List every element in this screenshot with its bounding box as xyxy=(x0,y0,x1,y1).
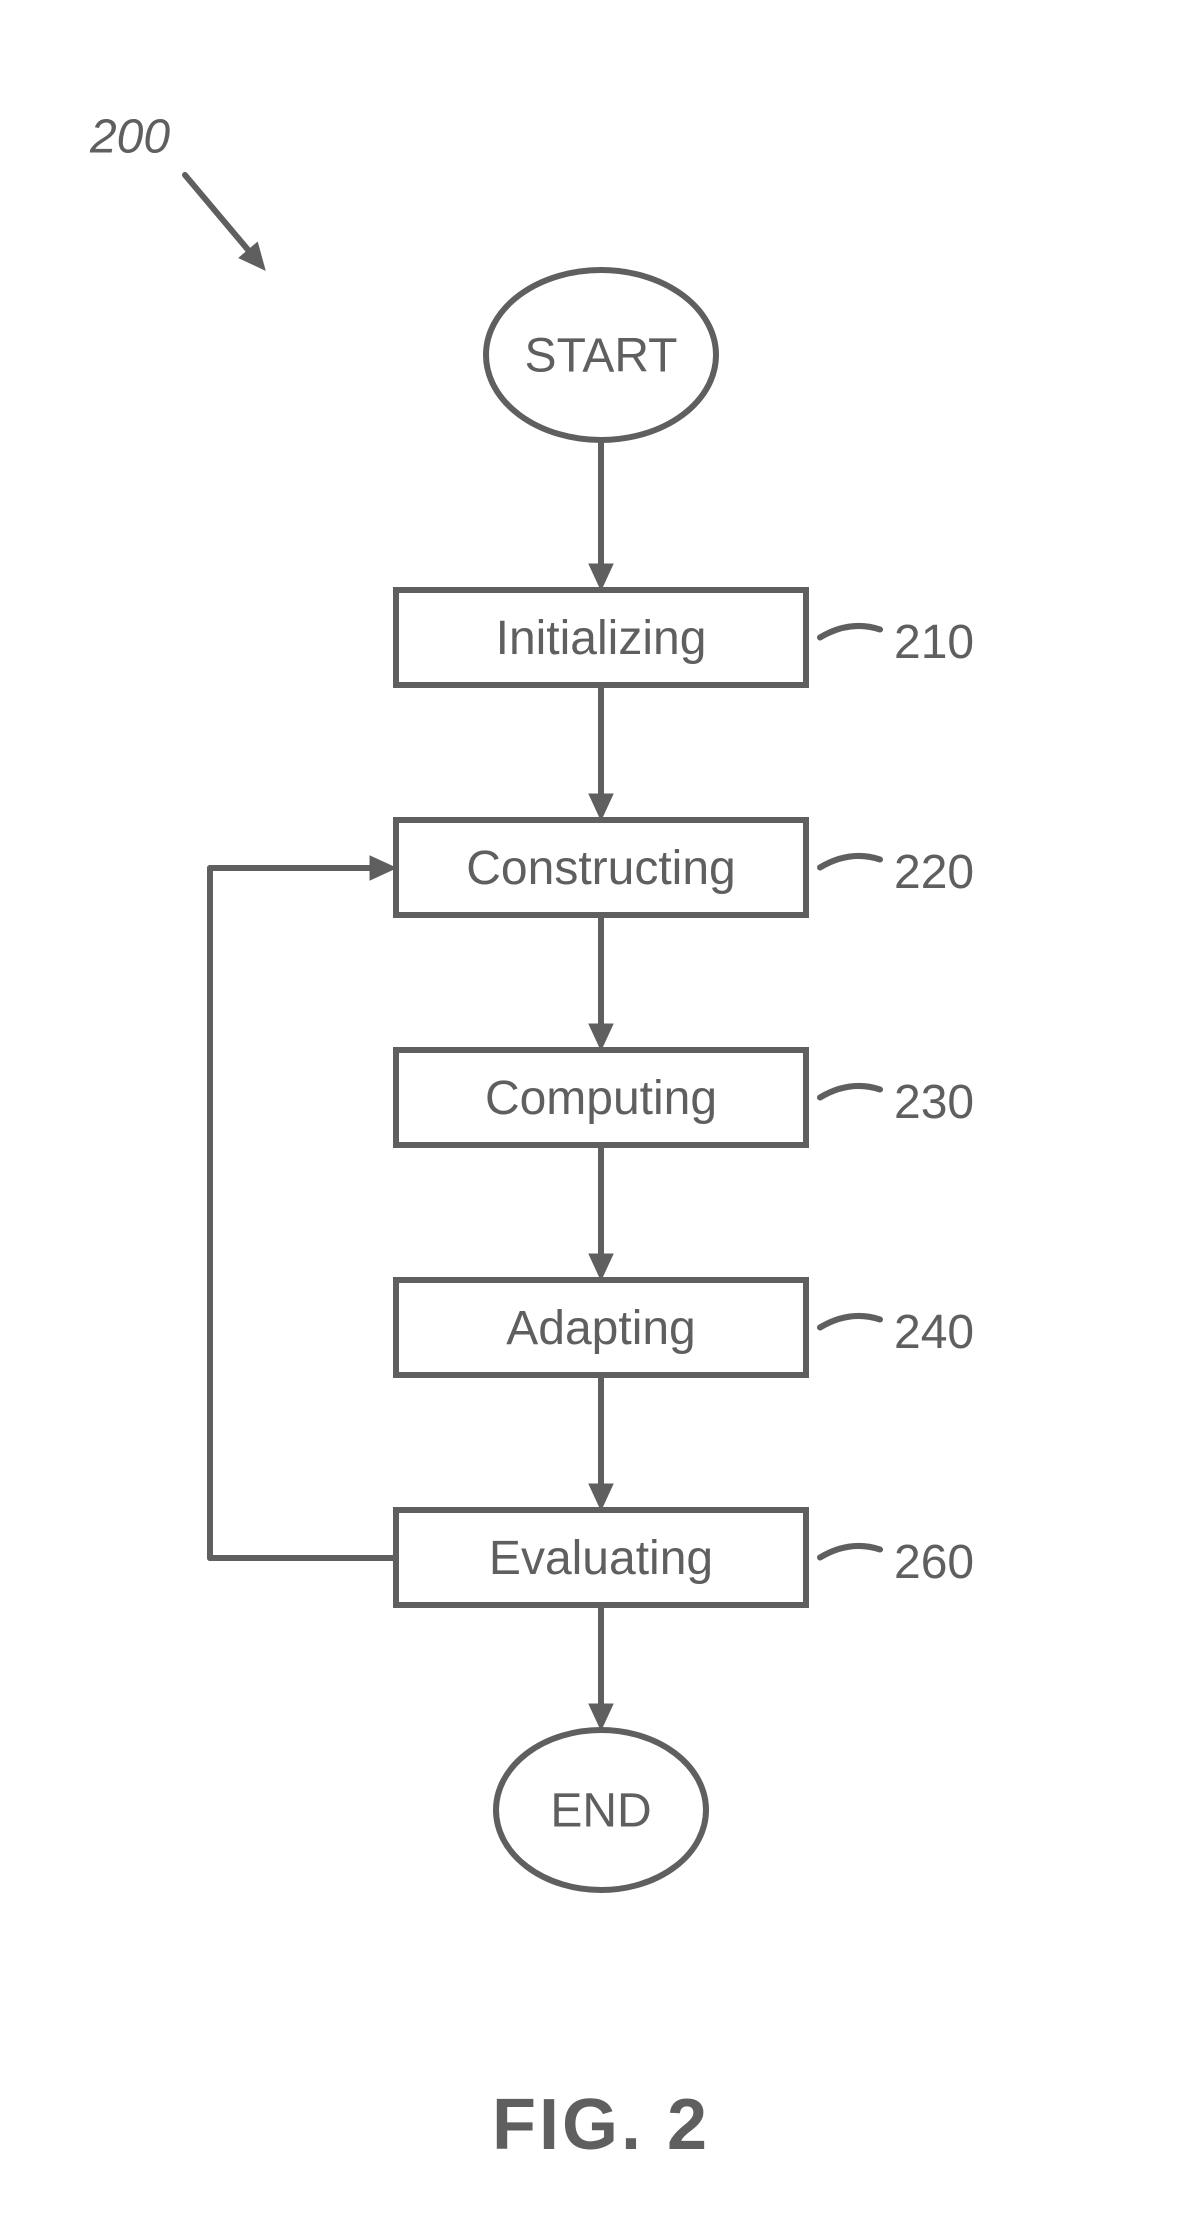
step-computing-label: Computing xyxy=(485,1072,717,1125)
step-constructing-ref-leader xyxy=(820,856,880,868)
step-evaluating-ref: 260 xyxy=(894,1536,974,1589)
end-label: END xyxy=(550,1785,651,1838)
step-adapting-ref: 240 xyxy=(894,1306,974,1359)
arrow-head xyxy=(589,564,613,590)
step-adapting-ref-leader xyxy=(820,1316,880,1328)
arrow-head xyxy=(589,1484,613,1510)
step-computing-ref-leader xyxy=(820,1086,880,1098)
step-initializing-ref: 210 xyxy=(894,616,974,669)
arrow-head xyxy=(589,1024,613,1050)
arrow-head xyxy=(589,1254,613,1280)
figure-caption: FIG. 2 xyxy=(492,2085,710,2165)
step-constructing-ref: 220 xyxy=(894,846,974,899)
step-initializing-label: Initializing xyxy=(496,612,707,665)
arrow-head xyxy=(370,856,396,880)
start-label: START xyxy=(525,330,678,383)
step-computing-ref: 230 xyxy=(894,1076,974,1129)
arrow-head xyxy=(589,794,613,820)
step-adapting-label: Adapting xyxy=(506,1302,696,1355)
arrow-head xyxy=(589,1704,613,1730)
figure-reference-arrow xyxy=(185,175,251,253)
flowchart-svg: 200 START Initializing 210 Constructing 220 Co… xyxy=(0,0,1202,2240)
step-constructing-label: Constructing xyxy=(466,842,735,895)
step-evaluating-ref-leader xyxy=(820,1546,880,1558)
step-evaluating-label: Evaluating xyxy=(489,1532,713,1585)
step-initializing-ref-leader xyxy=(820,626,880,638)
figure-reference-label: 200 xyxy=(89,111,170,164)
